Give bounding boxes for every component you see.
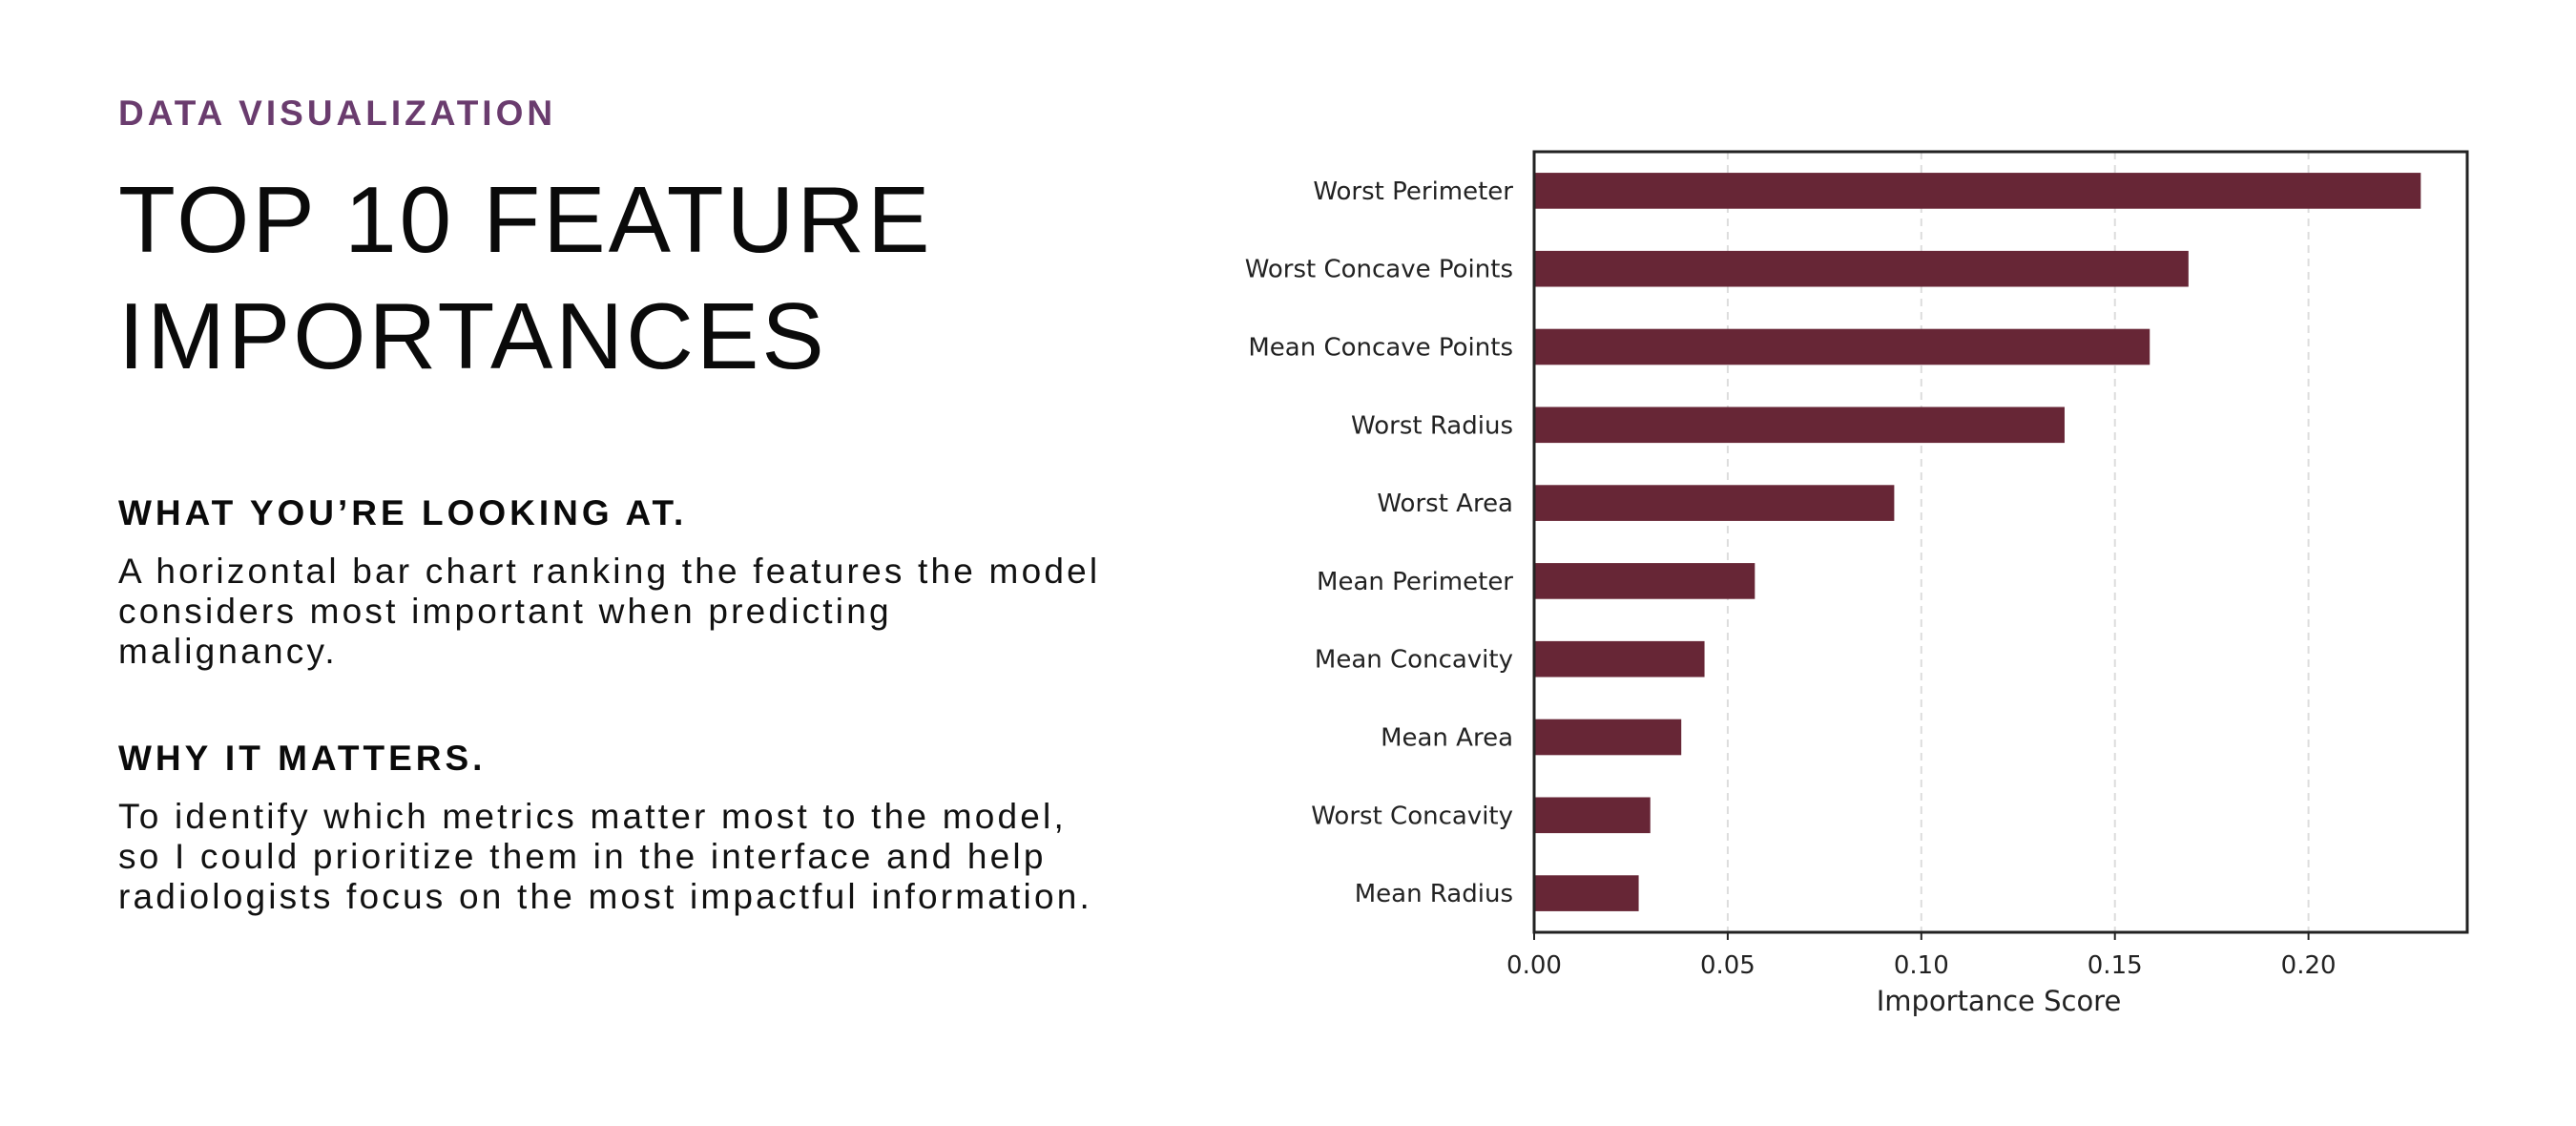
y-tick-label: Mean Concave Points: [1248, 334, 1513, 363]
bar: [1535, 485, 1895, 521]
y-tick-label: Mean Perimeter: [1317, 568, 1513, 596]
section-why: WHY IT MATTERS. To identify which metric…: [118, 740, 1111, 917]
y-tick-label: Worst Concavity: [1311, 802, 1513, 830]
section-title: WHY IT MATTERS.: [118, 739, 487, 778]
section-title: WHAT YOU’RE LOOKING AT.: [118, 493, 688, 532]
bar: [1535, 719, 1682, 756]
page-title: TOP 10 FEATURE IMPORTANCES: [118, 167, 933, 388]
plot-frame: [1532, 150, 2469, 934]
section-body: To identify which metrics matter most to…: [118, 797, 1092, 916]
bar: [1535, 797, 1651, 834]
bar: [1535, 640, 1705, 678]
bar: [1535, 328, 2150, 365]
y-tick-label: Worst Area: [1377, 490, 1513, 518]
x-tick-label: 0.00: [1506, 951, 1562, 980]
x-axis-label: Importance Score: [1877, 985, 2122, 1017]
y-tick-label: Worst Radius: [1351, 411, 1513, 440]
bar: [1535, 407, 2065, 444]
section-body: A horizontal bar chart ranking the featu…: [118, 552, 1101, 671]
y-tick-label: Mean Area: [1381, 724, 1513, 753]
x-tick-label: 0.05: [1700, 951, 1755, 980]
bar: [1535, 173, 2421, 209]
x-tick-label: 0.10: [1894, 951, 1949, 980]
y-tick-label: Mean Concavity: [1315, 646, 1513, 675]
bars: [1535, 173, 2421, 911]
y-tick-label: Worst Concave Points: [1245, 256, 1513, 284]
bar: [1535, 875, 1639, 911]
y-tick-label: Mean Radius: [1355, 880, 1513, 908]
section-what: WHAT YOU’RE LOOKING AT. A horizontal bar…: [118, 495, 1111, 672]
grid-lines: [1726, 152, 2310, 932]
x-tick-label: 0.20: [2281, 951, 2337, 980]
text-panel: DATA VISUALIZATION TOP 10 FEATURE IMPORT…: [118, 95, 1168, 394]
x-ticks: 0.00 0.05 0.10 0.15 0.20: [1506, 932, 2337, 980]
x-tick-label: 0.15: [2088, 951, 2143, 980]
bar: [1535, 250, 2189, 287]
y-tick-labels: Worst Perimeter Worst Concave Points Mean …: [1245, 177, 1514, 908]
bar: [1535, 563, 1755, 599]
y-tick-label: Worst Perimeter: [1313, 177, 1513, 206]
eyebrow-label: DATA VISUALIZATION: [118, 94, 557, 133]
